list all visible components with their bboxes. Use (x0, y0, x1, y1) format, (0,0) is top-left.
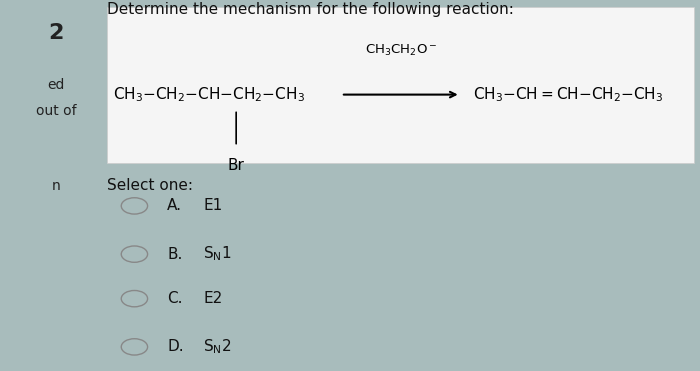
Text: $\mathsf{S_N1}$: $\mathsf{S_N1}$ (203, 245, 232, 263)
Text: Determine the mechanism for the following reaction:: Determine the mechanism for the followin… (108, 2, 514, 17)
Text: $\mathsf{CH_3{-}CH{=}CH{-}CH_2{-}CH_3}$: $\mathsf{CH_3{-}CH{=}CH{-}CH_2{-}CH_3}$ (473, 85, 663, 104)
Text: n: n (52, 178, 60, 193)
FancyBboxPatch shape (108, 7, 694, 163)
Text: $\mathsf{CH_3CH_2O^-}$: $\mathsf{CH_3CH_2O^-}$ (365, 42, 437, 58)
Text: E1: E1 (203, 198, 223, 213)
Text: ed: ed (47, 78, 64, 92)
Text: Select one:: Select one: (108, 178, 193, 193)
Text: B.: B. (167, 247, 183, 262)
Text: $\mathsf{CH_3{-}CH_2{-}CH{-}CH_2{-}CH_3}$: $\mathsf{CH_3{-}CH_2{-}CH{-}CH_2{-}CH_3}… (113, 85, 305, 104)
Text: Br: Br (228, 158, 244, 173)
Text: out of: out of (36, 104, 76, 118)
Text: 2: 2 (48, 23, 64, 43)
Text: E2: E2 (203, 291, 223, 306)
Text: A.: A. (167, 198, 182, 213)
Text: $\mathsf{S_N2}$: $\mathsf{S_N2}$ (203, 338, 232, 356)
Text: D.: D. (167, 339, 184, 354)
Text: C.: C. (167, 291, 183, 306)
